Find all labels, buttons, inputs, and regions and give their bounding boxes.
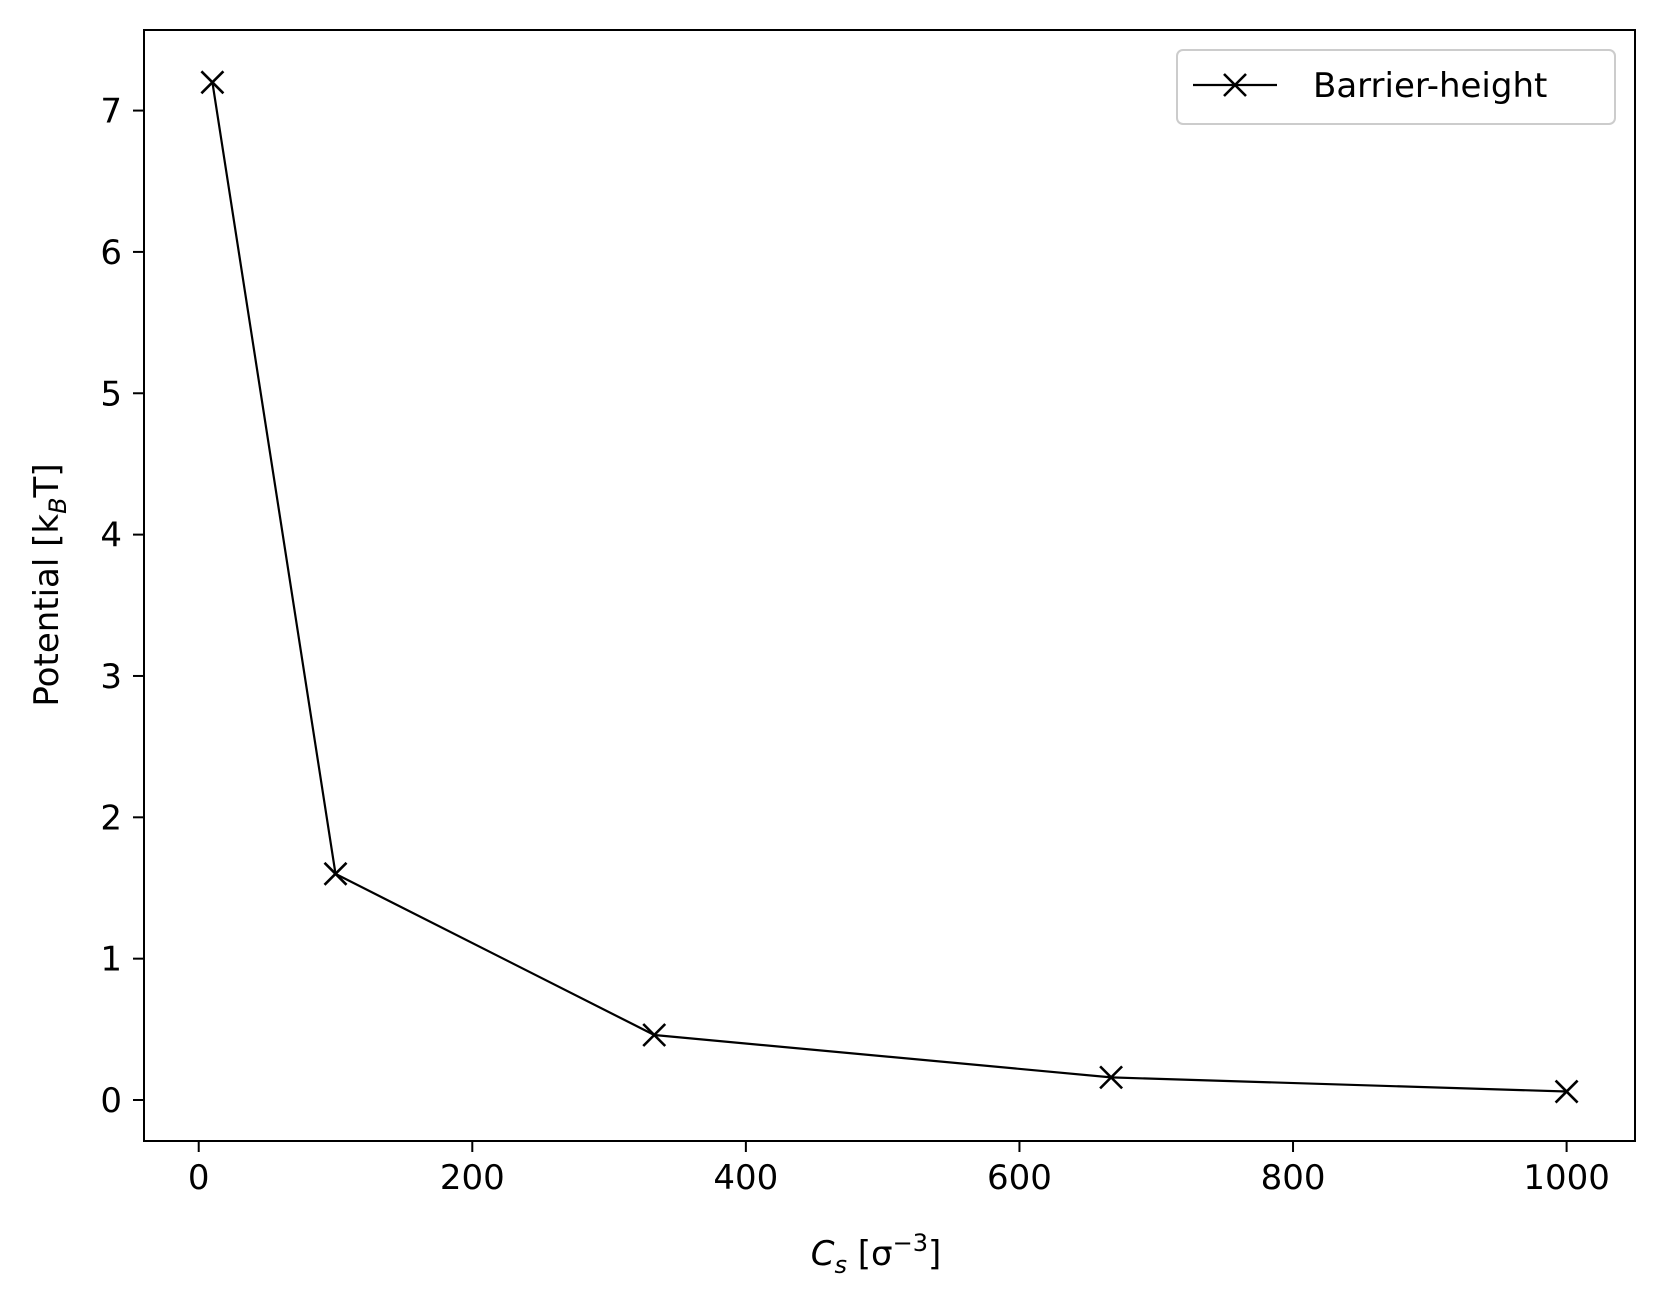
x-axis-ticks: 0 200 400 600 800 1000 [188,1141,1610,1198]
x-tick-label: 800 [1261,1158,1326,1198]
data-point-x-marker [642,1023,667,1047]
y-axis-label: Potential [kBT] [27,463,72,706]
legend-box [1176,49,1616,125]
legend-marker-x-icon [1223,73,1247,97]
marker-stroke [1099,1065,1124,1090]
x-axis-label: Cs [σ−3] [811,1229,942,1279]
plot-area [143,29,1636,1142]
y-tick-label: 6 [100,233,122,273]
x-tick-label: 600 [987,1158,1052,1198]
x-tick-label: 200 [440,1158,505,1198]
data-point-x-marker [1554,1079,1579,1104]
marker-stroke [200,70,225,95]
legend-label: Barrier-height [1313,66,1547,106]
data-layer [200,70,1579,1104]
y-tick-label: 5 [100,374,122,414]
data-point-x-marker [1099,1065,1124,1090]
y-tick-label: 4 [100,516,122,556]
y-tick-label: 3 [100,657,122,697]
y-tick-label: 7 [100,92,122,132]
y-axis-ticks: 0 1 2 3 4 5 6 7 [100,92,144,1121]
marker-stroke [642,1023,667,1047]
legend: Barrier-height [1176,49,1616,125]
marker-stroke [1554,1079,1579,1104]
axes-frame [143,29,1636,1142]
data-point-x-marker [200,70,225,95]
x-tick-label: 400 [713,1158,778,1198]
data-point-x-marker [323,861,348,886]
y-tick-label: 1 [100,940,122,980]
y-tick-label: 2 [100,798,122,838]
x-tick-label: 1000 [1523,1158,1610,1198]
x-tick-label: 0 [188,1158,210,1198]
y-tick-label: 0 [100,1081,122,1121]
marker-stroke [323,861,348,886]
